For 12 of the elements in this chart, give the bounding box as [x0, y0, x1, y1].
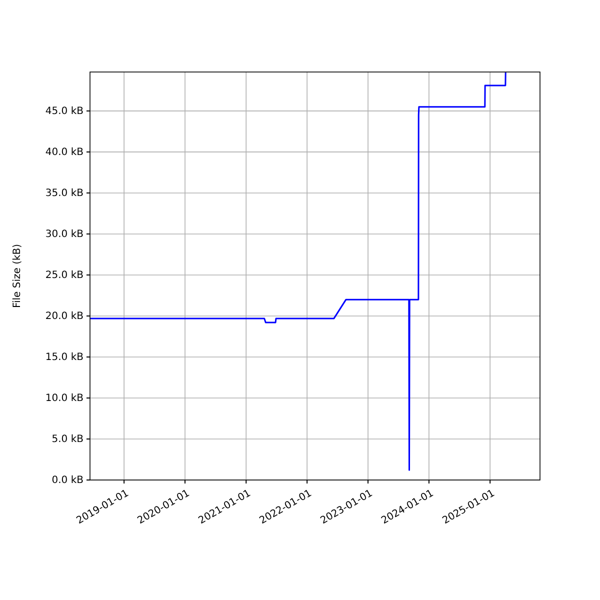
- y-tick-label: 15.0 kB: [45, 352, 84, 364]
- y-tick-label: 35.0 kB: [45, 188, 84, 200]
- y-tick-label: 45.0 kB: [45, 106, 84, 118]
- y-tick-label: 10.0 kB: [45, 393, 84, 404]
- y-tick-label: 25.0 kB: [45, 270, 84, 282]
- y-tick-label: 20.0 kB: [45, 311, 84, 322]
- y-tick-label: 30.0 kB: [45, 229, 84, 240]
- y-tick-label: 0.0 kB: [52, 475, 84, 486]
- line-series: [90, 72, 506, 471]
- y-tick-label: 5.0 kB: [52, 434, 84, 446]
- y-tick-label: 40.0 kB: [45, 147, 84, 158]
- y-axis-title: File Size (kB): [12, 244, 23, 308]
